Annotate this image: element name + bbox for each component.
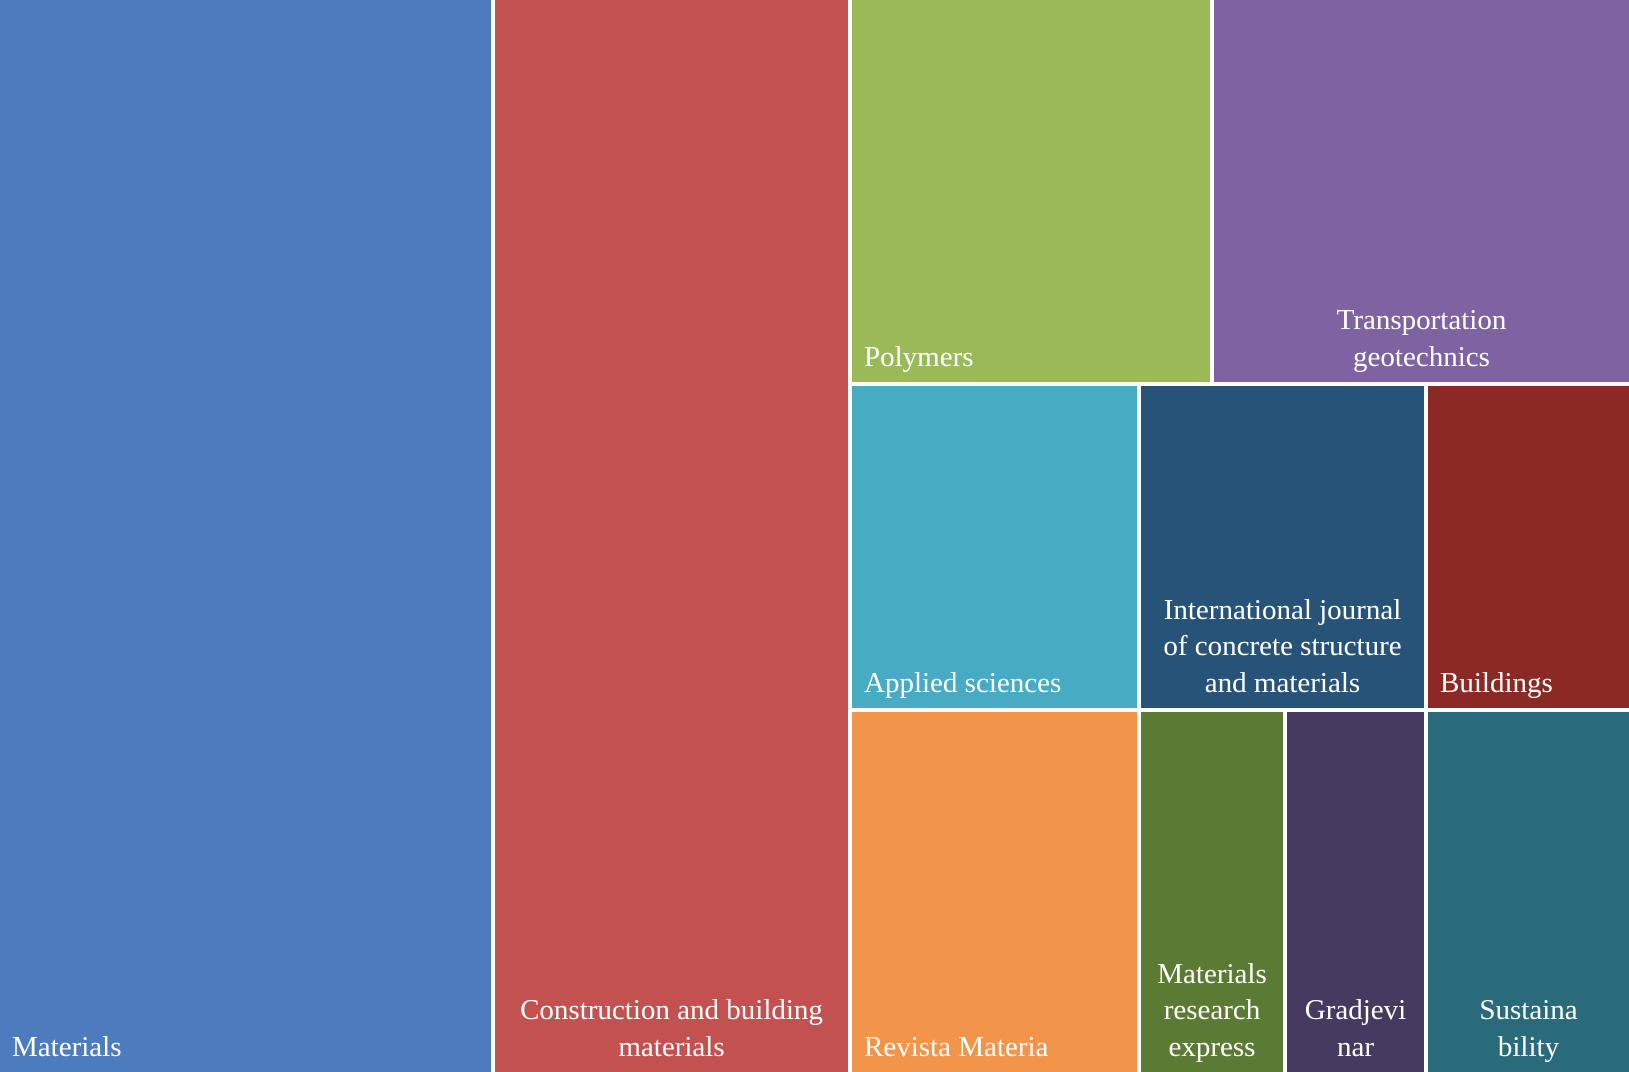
treemap-cell-label: Buildings — [1440, 667, 1553, 700]
treemap-cell-label: International journal of concrete struct… — [1163, 593, 1402, 700]
treemap-cell-international-journal-of-concrete-structure-and-materials: International journal of concrete struct… — [1141, 386, 1424, 708]
treemap-cell-construction-and-building-materials: Construction and building materials — [495, 0, 848, 1072]
treemap-cell-label: Gradjevi nar — [1304, 994, 1407, 1064]
treemap-cell-gradjevinar: Gradjevi nar — [1287, 712, 1424, 1072]
treemap-cell-label: Sustaina bility — [1479, 994, 1578, 1064]
treemap-cell-applied-sciences: Applied sciences — [852, 386, 1137, 708]
treemap-cell-label: Revista Materia — [864, 1031, 1049, 1064]
treemap-cell-transportation-geotechnics: Transportation geotechnics — [1214, 0, 1629, 382]
treemap-cell-revista-materia: Revista Materia — [852, 712, 1137, 1072]
treemap-cell-buildings: Buildings — [1428, 386, 1629, 708]
treemap-cell-label: Polymers — [864, 341, 974, 374]
treemap-cell-polymers: Polymers — [852, 0, 1210, 382]
treemap-cell-label: Materials research express — [1157, 957, 1267, 1064]
treemap-cell-materials-research-express: Materials research express — [1141, 712, 1283, 1072]
treemap-cell-materials: Materials — [0, 0, 491, 1072]
treemap-cell-label: Transportation geotechnics — [1336, 304, 1507, 374]
treemap-cell-label: Construction and building materials — [520, 994, 823, 1064]
treemap-cell-sustainability: Sustaina bility — [1428, 712, 1629, 1072]
treemap-cell-label: Applied sciences — [864, 667, 1062, 700]
treemap-cell-label: Materials — [12, 1031, 122, 1064]
